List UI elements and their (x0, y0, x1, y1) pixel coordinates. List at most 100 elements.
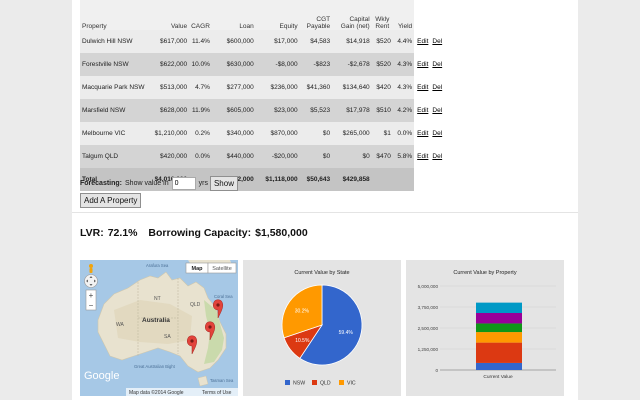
total-cgain: $429,858 (332, 168, 372, 191)
pan-control-icon[interactable] (84, 274, 98, 288)
pie-slice-label: 59.4% (339, 330, 354, 336)
header-property[interactable]: Property (82, 23, 107, 30)
y-tick-label: 3,750,000 (418, 305, 439, 310)
google-logo: Google (84, 370, 119, 382)
bar-segment[interactable] (476, 302, 522, 313)
table-row: Melbourne VIC $1,210,000 0.2% $340,000 $870,… (80, 122, 456, 145)
map-svg[interactable]: Australia NT QLD WA SA Coral Sea Great A… (80, 260, 238, 396)
cell-value: $513,000 (148, 76, 190, 99)
summary-line: LVR: 72.1% Borrowing Capacity: $1,580,000 (80, 227, 312, 239)
edit-link[interactable]: Edit (417, 153, 429, 160)
add-property-button[interactable]: Add A Property (80, 193, 142, 208)
edit-link[interactable]: Edit (417, 84, 429, 91)
label-tasman-sea: Tasman Sea (210, 378, 234, 383)
label-arafura-sea: Arafura Sea (146, 263, 169, 268)
pie-slice-vic[interactable] (281, 284, 323, 339)
legend-label-qld: QLD (320, 381, 331, 387)
header-weekly-rent[interactable]: Wkly Rent (375, 16, 390, 30)
pie-slice-nsw[interactable] (299, 284, 363, 366)
cell-cgain: $265,000 (332, 122, 372, 145)
cell-equity: -$20,000 (255, 145, 300, 168)
map-marker-icon[interactable] (212, 299, 224, 319)
pegman-icon[interactable] (89, 264, 93, 273)
cell-rent: $1 (371, 122, 393, 145)
cell-cgt: $5,523 (299, 99, 333, 122)
cell-rent: $520 (371, 53, 393, 76)
map-marker-icon[interactable] (204, 321, 216, 341)
row-actions: Edit Del (414, 145, 456, 168)
map-marker-icon[interactable] (186, 335, 198, 355)
legend-label-nsw: NSW (293, 381, 305, 387)
total-equity: $1,118,000 (255, 168, 300, 191)
header-yield[interactable]: Yield (397, 23, 413, 30)
row-actions: Edit Del (414, 53, 456, 76)
header-equity[interactable]: Equity (279, 23, 298, 30)
header-capital-gain[interactable]: Capital Gain (net) (340, 16, 370, 30)
borrowing-capacity-value: $1,580,000 (255, 227, 308, 239)
row-actions: Edit Del (414, 76, 456, 99)
cell-loan: $630,000 (211, 53, 256, 76)
cell-equity: $236,000 (255, 76, 300, 99)
map-panel[interactable]: Australia NT QLD WA SA Coral Sea Great A… (80, 260, 238, 396)
delete-link[interactable]: Del (432, 38, 443, 45)
bar-chart-panel: Current Value by Property 0 1,250,000 2,50… (406, 260, 564, 396)
cell-property: Melbourne VIC (80, 122, 149, 145)
header-cagr[interactable]: CAGR (191, 23, 210, 30)
table-row: Forestville NSW $622,000 10.0% $630,000 -$8,… (80, 53, 456, 76)
terms-of-use-link[interactable]: Terms of Use (202, 390, 232, 396)
legend-swatch-nsw (285, 380, 290, 385)
lvr-value: 72.1% (107, 227, 138, 239)
forecasting-text: Show value in (125, 180, 169, 187)
pie-slice-label: 10.5% (295, 338, 310, 344)
delete-link[interactable]: Del (432, 153, 443, 160)
forecasting-label: Forecasting: (80, 180, 123, 187)
cell-cagr: 0.0% (189, 145, 212, 168)
label-qld: QLD (190, 302, 201, 308)
forecast-unit: yrs (198, 180, 208, 187)
show-button[interactable]: Show (209, 176, 238, 191)
bar-segment[interactable] (476, 323, 522, 333)
cell-yield: 4.2% (392, 99, 415, 122)
cell-cgain: $17,978 (332, 99, 372, 122)
y-tick-label: 1,250,000 (418, 347, 439, 352)
bar-segment[interactable] (476, 342, 522, 363)
delete-link[interactable]: Del (432, 84, 443, 91)
forecasting-row: Forecasting: Show value in yrs Show (80, 176, 238, 191)
map-type-satellite-button[interactable] (207, 262, 237, 274)
header-value[interactable]: Value (170, 23, 188, 30)
cell-yield: 5.8% (392, 145, 415, 168)
bar-segment[interactable] (476, 332, 522, 343)
delete-link[interactable]: Del (432, 107, 443, 114)
header-loan[interactable]: Loan (239, 23, 254, 30)
cell-property: Forestville NSW (80, 53, 149, 76)
bar-segment[interactable] (476, 312, 522, 324)
table-row: Dulwich Hill NSW $617,000 11.4% $600,000 $17… (80, 30, 456, 53)
edit-link[interactable]: Edit (417, 38, 429, 45)
zoom-out-icon[interactable]: − (89, 301, 94, 310)
edit-link[interactable]: Edit (417, 61, 429, 68)
delete-link[interactable]: Del (432, 61, 443, 68)
pie-chart-panel: Current Value by State 59.4% 10.5% 30.2% N… (243, 260, 401, 396)
cell-property: Marsfield NSW (80, 99, 149, 122)
inland-region (114, 300, 192, 344)
header-cgt[interactable]: CGT Payable (306, 16, 331, 30)
zoom-in-icon[interactable]: + (89, 291, 94, 300)
borrowing-capacity-label: Borrowing Capacity: (148, 227, 252, 239)
main-content: Property Value CAGR Loan Equity CGT Paya… (72, 0, 578, 400)
cell-equity: $870,000 (255, 122, 300, 145)
bar-title: Current Value by Property (453, 270, 516, 276)
cell-loan: $605,000 (211, 99, 256, 122)
edit-link[interactable]: Edit (417, 107, 429, 114)
cell-rent: $470 (371, 145, 393, 168)
cell-equity: $23,000 (255, 99, 300, 122)
cell-loan: $440,000 (211, 145, 256, 168)
delete-link[interactable]: Del (432, 130, 443, 137)
y-tick-label: 0 (435, 368, 438, 373)
cell-cagr: 11.9% (189, 99, 212, 122)
map-type-map-label: Map (192, 266, 204, 272)
label-wa: WA (116, 322, 125, 328)
edit-link[interactable]: Edit (417, 130, 429, 137)
y-tick-label: 5,000,000 (418, 284, 439, 289)
forecast-years-input[interactable] (171, 177, 196, 190)
bar-segment[interactable] (476, 362, 522, 370)
